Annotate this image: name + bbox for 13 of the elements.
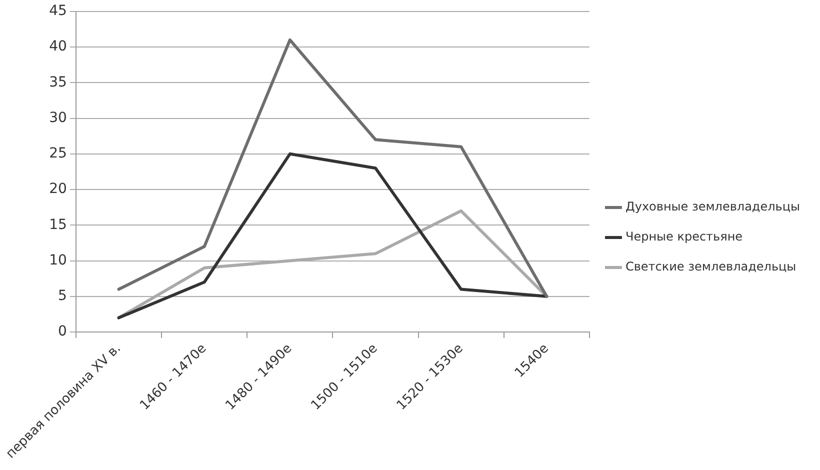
y-tick-label: 0 [58, 324, 67, 340]
legend-label: Черные крестьяне [625, 230, 743, 244]
y-tick-label: 45 [49, 3, 67, 20]
y-tick-label: 5 [58, 288, 67, 304]
y-tick-label: 30 [49, 110, 67, 126]
y-tick-label: 35 [49, 74, 67, 90]
legend-label: Светские землевладельцы [625, 260, 796, 274]
legend-label: Духовные землевладельцы [625, 200, 800, 214]
y-tick-label: 25 [49, 146, 67, 162]
y-tick-label: 10 [49, 252, 67, 268]
y-tick-label: 40 [49, 38, 67, 55]
y-tick-label: 15 [49, 216, 67, 233]
y-tick-label: 20 [49, 181, 67, 198]
